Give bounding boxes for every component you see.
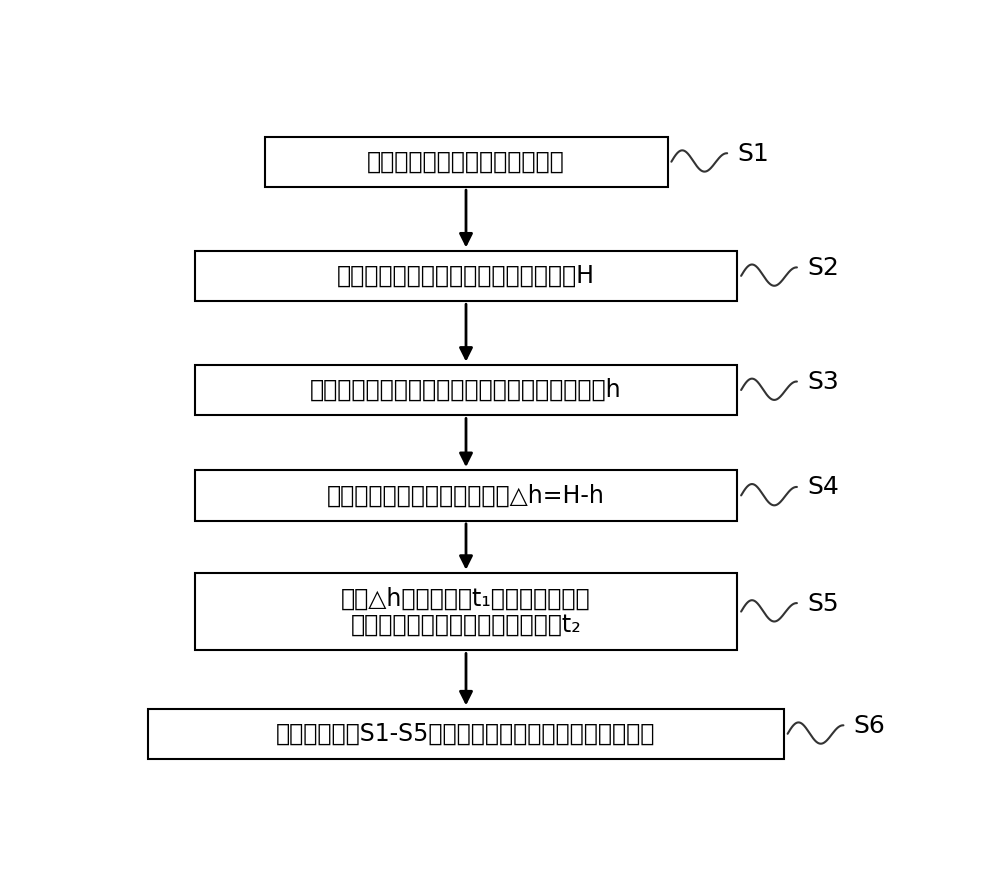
FancyBboxPatch shape (195, 470, 737, 521)
Text: S3: S3 (807, 370, 839, 394)
Text: S5: S5 (807, 591, 839, 616)
FancyBboxPatch shape (195, 573, 737, 651)
Text: S1: S1 (737, 141, 769, 166)
Text: 利用光学线宽测量仪量测接触孔总深度H: 利用光学线宽测量仪量测接触孔总深度H (337, 264, 595, 288)
FancyBboxPatch shape (264, 137, 668, 187)
Text: 根据△h和刻蚀时间t₁，与控制规格比: 根据△h和刻蚀时间t₁，与控制规格比 (341, 587, 591, 610)
Text: S4: S4 (807, 475, 839, 500)
FancyBboxPatch shape (195, 364, 737, 415)
Text: 利用前层膜厚量测仪量测底金属层上膜层总厚度h: 利用前层膜厚量测仪量测底金属层上膜层总厚度h (310, 378, 622, 402)
Text: 循环执行步骤S1-S5，直至底金属层去除量符合控制规格: 循环执行步骤S1-S5，直至底金属层去除量符合控制规格 (276, 722, 656, 746)
FancyBboxPatch shape (148, 709, 784, 759)
Text: 获得接触孔之底金属层去除量△h=H-h: 获得接触孔之底金属层去除量△h=H-h (327, 483, 605, 508)
Text: S6: S6 (854, 713, 885, 738)
Text: 较，计算并反馈接触孔的刻蚀时间t₂: 较，计算并反馈接触孔的刻蚀时间t₂ (351, 612, 581, 637)
FancyBboxPatch shape (195, 250, 737, 301)
Text: S2: S2 (807, 255, 839, 280)
Text: 对硅基衬底上的接触孔进行刻蚀: 对硅基衬底上的接触孔进行刻蚀 (367, 150, 565, 174)
